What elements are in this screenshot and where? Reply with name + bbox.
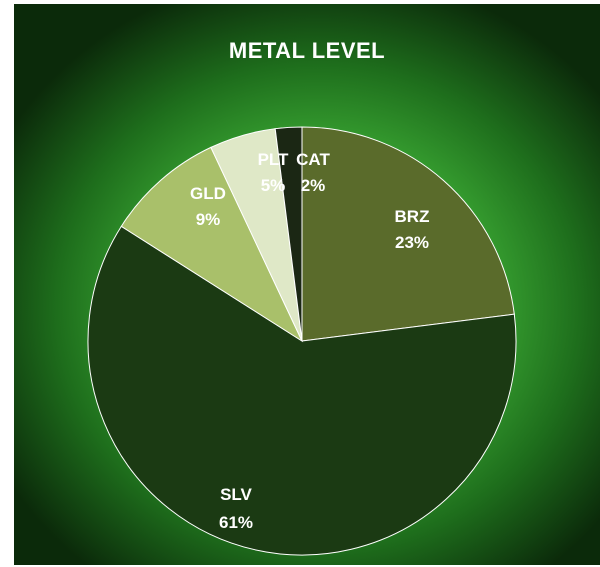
slice-label-slv: SLV — [220, 485, 252, 504]
slice-value-cat: 2% — [301, 176, 326, 195]
slice-value-gld: 9% — [196, 210, 221, 229]
slice-label-gld: GLD — [190, 184, 226, 203]
pie-slice-slv — [87, 225, 517, 556]
slice-label-brz: BRZ — [395, 207, 430, 226]
slice-label-cat: CAT — [296, 150, 330, 169]
pie-slice-cat — [274, 126, 303, 342]
slice-label-plt: PLT — [258, 150, 289, 169]
pie-slice-brz — [301, 126, 515, 342]
slice-value-brz: 23% — [395, 233, 429, 252]
pie-slice-gld — [120, 146, 304, 343]
slice-value-slv: 61% — [219, 513, 253, 532]
pie-chart: BRZ 23% SLV 61% GLD 9% PLT 5% CAT 2% — [87, 126, 517, 556]
chart-area: METAL LEVEL BRZ 23% SLV 61% GLD 9% PLT 5% CAT 2% — [14, 4, 600, 565]
chart-title: METAL LEVEL — [228, 38, 386, 63]
slice-value-plt: 5% — [261, 176, 286, 195]
